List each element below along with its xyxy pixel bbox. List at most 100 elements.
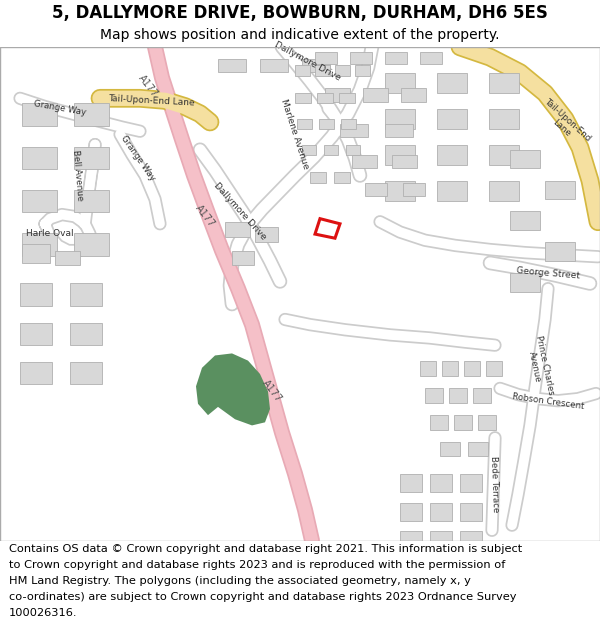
Polygon shape bbox=[317, 93, 333, 104]
Polygon shape bbox=[74, 190, 109, 213]
Text: 5, DALLYMORE DRIVE, BOWBURN, DURHAM, DH6 5ES: 5, DALLYMORE DRIVE, BOWBURN, DURHAM, DH6… bbox=[52, 4, 548, 22]
Polygon shape bbox=[70, 362, 102, 384]
Text: Grange Way: Grange Way bbox=[119, 134, 157, 182]
Polygon shape bbox=[22, 190, 57, 213]
Polygon shape bbox=[55, 251, 80, 265]
Text: to Crown copyright and database rights 2023 and is reproduced with the permissio: to Crown copyright and database rights 2… bbox=[9, 560, 505, 570]
Polygon shape bbox=[385, 72, 415, 93]
Polygon shape bbox=[385, 144, 415, 165]
Polygon shape bbox=[425, 388, 443, 402]
Polygon shape bbox=[430, 503, 452, 521]
Polygon shape bbox=[385, 124, 413, 138]
Polygon shape bbox=[302, 144, 316, 155]
Polygon shape bbox=[437, 72, 467, 93]
Polygon shape bbox=[460, 503, 482, 521]
Polygon shape bbox=[400, 474, 422, 492]
Polygon shape bbox=[315, 52, 337, 64]
Polygon shape bbox=[460, 531, 482, 550]
Polygon shape bbox=[437, 109, 467, 129]
Polygon shape bbox=[363, 88, 388, 102]
Polygon shape bbox=[400, 531, 422, 550]
Polygon shape bbox=[437, 181, 467, 201]
Polygon shape bbox=[325, 88, 350, 102]
Polygon shape bbox=[346, 144, 360, 155]
Text: Map shows position and indicative extent of the property.: Map shows position and indicative extent… bbox=[100, 28, 500, 42]
Polygon shape bbox=[403, 182, 425, 196]
Polygon shape bbox=[420, 52, 442, 64]
Text: Tail-Upon-End
Lane: Tail-Upon-End Lane bbox=[536, 97, 593, 151]
Polygon shape bbox=[218, 59, 246, 71]
Polygon shape bbox=[392, 155, 417, 168]
Polygon shape bbox=[315, 66, 330, 76]
Polygon shape bbox=[449, 388, 467, 402]
Polygon shape bbox=[20, 322, 52, 345]
Polygon shape bbox=[473, 388, 491, 402]
Polygon shape bbox=[302, 59, 330, 71]
Polygon shape bbox=[341, 119, 356, 129]
Polygon shape bbox=[489, 181, 519, 201]
Polygon shape bbox=[232, 251, 254, 265]
Text: Grange Way: Grange Way bbox=[33, 99, 87, 118]
Polygon shape bbox=[324, 144, 338, 155]
Polygon shape bbox=[355, 66, 370, 76]
Text: George Street: George Street bbox=[516, 266, 580, 281]
Polygon shape bbox=[319, 119, 334, 129]
Polygon shape bbox=[20, 362, 52, 384]
Polygon shape bbox=[20, 284, 52, 306]
Polygon shape bbox=[454, 415, 472, 429]
Polygon shape bbox=[430, 531, 452, 550]
Polygon shape bbox=[352, 155, 377, 168]
Polygon shape bbox=[437, 144, 467, 165]
Polygon shape bbox=[297, 119, 312, 129]
Polygon shape bbox=[489, 144, 519, 165]
Polygon shape bbox=[225, 222, 250, 237]
Polygon shape bbox=[460, 474, 482, 492]
Polygon shape bbox=[440, 442, 460, 456]
Polygon shape bbox=[545, 181, 575, 199]
Polygon shape bbox=[22, 147, 57, 169]
Polygon shape bbox=[489, 72, 519, 93]
Polygon shape bbox=[478, 415, 496, 429]
Polygon shape bbox=[335, 66, 350, 76]
Polygon shape bbox=[365, 182, 387, 196]
Polygon shape bbox=[400, 503, 422, 521]
Polygon shape bbox=[74, 104, 109, 126]
Polygon shape bbox=[22, 233, 57, 256]
Polygon shape bbox=[489, 109, 519, 129]
Text: co-ordinates) are subject to Crown copyright and database rights 2023 Ordnance S: co-ordinates) are subject to Crown copyr… bbox=[9, 592, 517, 602]
Polygon shape bbox=[464, 361, 480, 376]
Text: A177: A177 bbox=[136, 73, 160, 99]
Text: Bell Avenue: Bell Avenue bbox=[71, 149, 85, 201]
Text: Marlene Avenue: Marlene Avenue bbox=[280, 98, 311, 171]
Polygon shape bbox=[385, 109, 415, 129]
Polygon shape bbox=[340, 124, 368, 138]
Polygon shape bbox=[310, 173, 326, 182]
Polygon shape bbox=[70, 322, 102, 345]
Text: A177: A177 bbox=[260, 379, 284, 404]
Polygon shape bbox=[74, 233, 109, 256]
Polygon shape bbox=[22, 244, 50, 263]
Polygon shape bbox=[334, 173, 350, 182]
Polygon shape bbox=[255, 227, 278, 242]
Text: HM Land Registry. The polygons (including the associated geometry, namely x, y: HM Land Registry. The polygons (includin… bbox=[9, 576, 471, 586]
Polygon shape bbox=[430, 415, 448, 429]
Text: A177: A177 bbox=[193, 204, 217, 229]
Polygon shape bbox=[545, 242, 575, 261]
Text: Harle Oval: Harle Oval bbox=[26, 229, 74, 238]
Polygon shape bbox=[401, 88, 426, 102]
Text: Dallymore Drive: Dallymore Drive bbox=[274, 40, 343, 82]
Polygon shape bbox=[74, 147, 109, 169]
Polygon shape bbox=[385, 52, 407, 64]
Polygon shape bbox=[22, 104, 57, 126]
Text: Tail-Upon-End Lane: Tail-Upon-End Lane bbox=[109, 94, 196, 107]
Text: Robson Crescent: Robson Crescent bbox=[511, 392, 584, 411]
Text: 100026316.: 100026316. bbox=[9, 608, 77, 618]
Polygon shape bbox=[339, 93, 355, 104]
Polygon shape bbox=[420, 361, 436, 376]
Polygon shape bbox=[196, 353, 270, 426]
Polygon shape bbox=[350, 52, 372, 64]
Polygon shape bbox=[510, 211, 540, 230]
Polygon shape bbox=[385, 181, 415, 201]
Text: Prince Charles
Avenue: Prince Charles Avenue bbox=[524, 334, 556, 398]
Polygon shape bbox=[442, 361, 458, 376]
